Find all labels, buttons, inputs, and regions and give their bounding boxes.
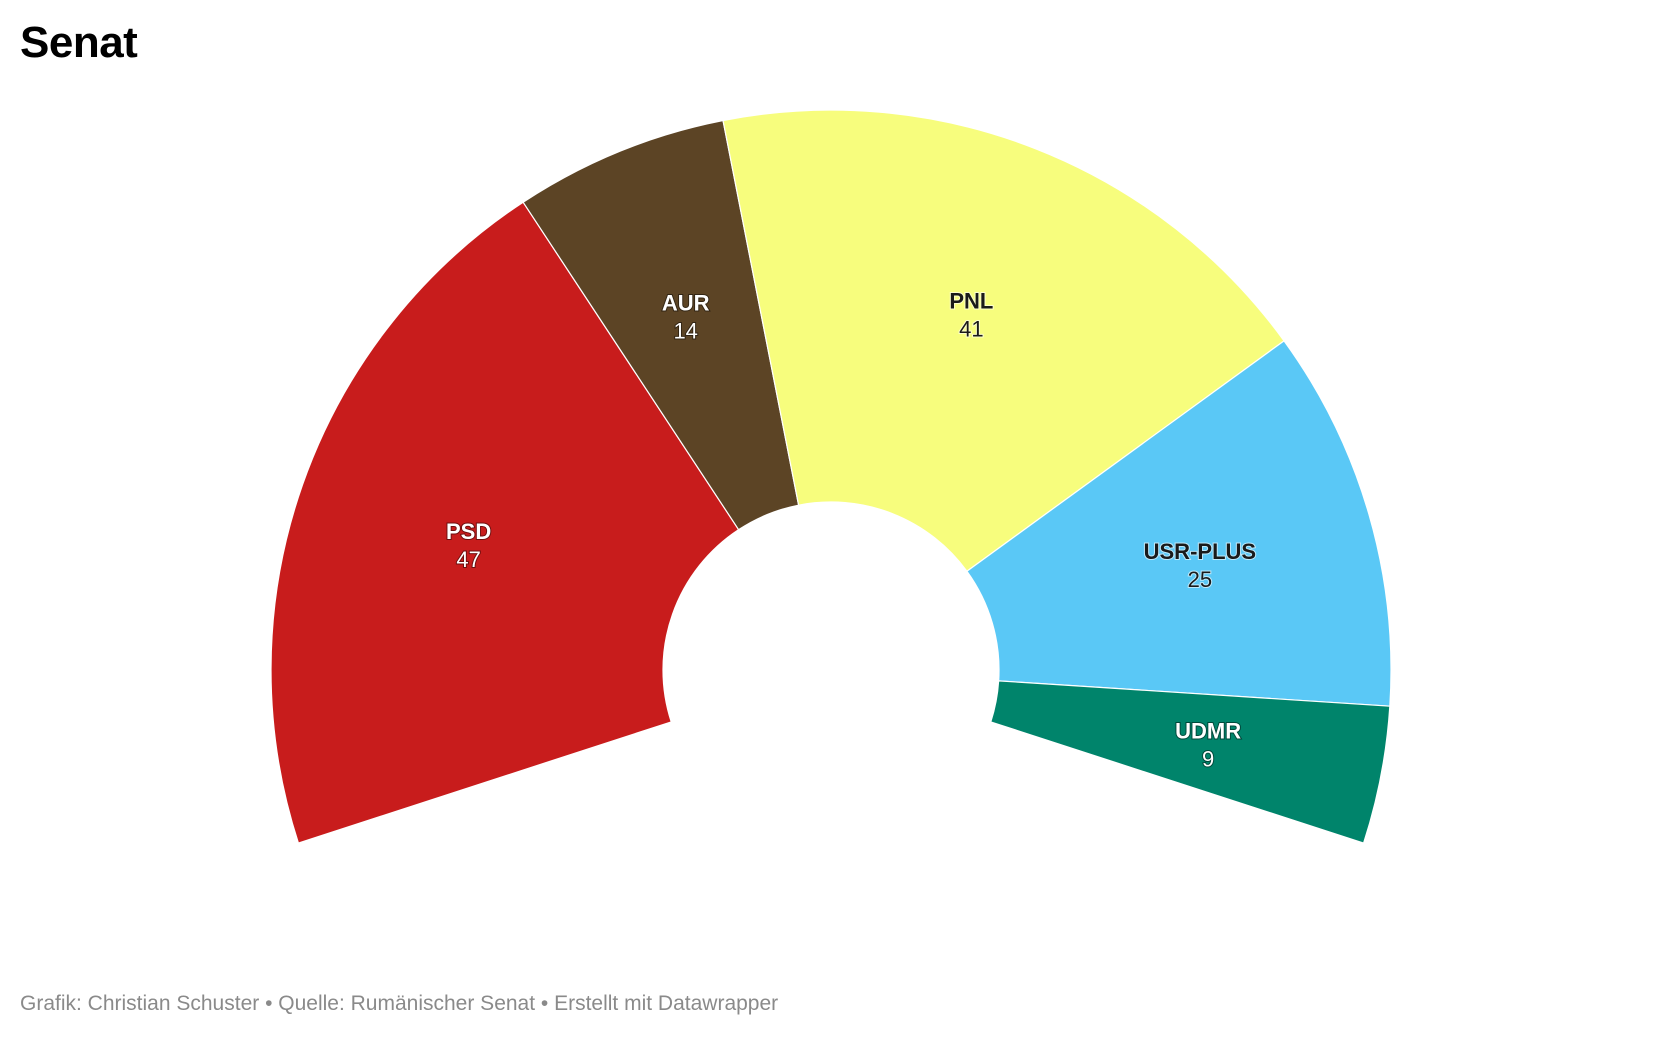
label-psd-value: 47 [456,547,480,572]
label-psd-name: PSD [446,519,491,544]
chart-title: Senat [20,18,138,67]
segment-usr-plus [966,340,1392,707]
label-usr-plus-value: 25 [1188,567,1212,592]
label-usr-plus-name: USR-PLUS [1144,539,1256,564]
segment-pnl [722,109,1285,573]
segment-aur [522,119,800,531]
chart-labels: PSD 47 AUR 14 PNL 41 USR-PLUS 25 UDMR 9 [445,288,1257,773]
label-udmr-name: UDMR [1175,718,1241,743]
label-pnl-value: 41 [959,317,983,342]
chart-segments [270,109,1392,844]
label-aur-name: AUR [662,291,710,316]
segment-udmr [990,680,1391,844]
chart-footer: Grafik: Christian Schuster • Quelle: Rum… [20,992,779,1015]
label-udmr-value: 9 [1202,746,1214,771]
label-aur-value: 14 [673,319,697,344]
segment-psd [270,201,740,844]
label-pnl-name: PNL [949,289,993,314]
